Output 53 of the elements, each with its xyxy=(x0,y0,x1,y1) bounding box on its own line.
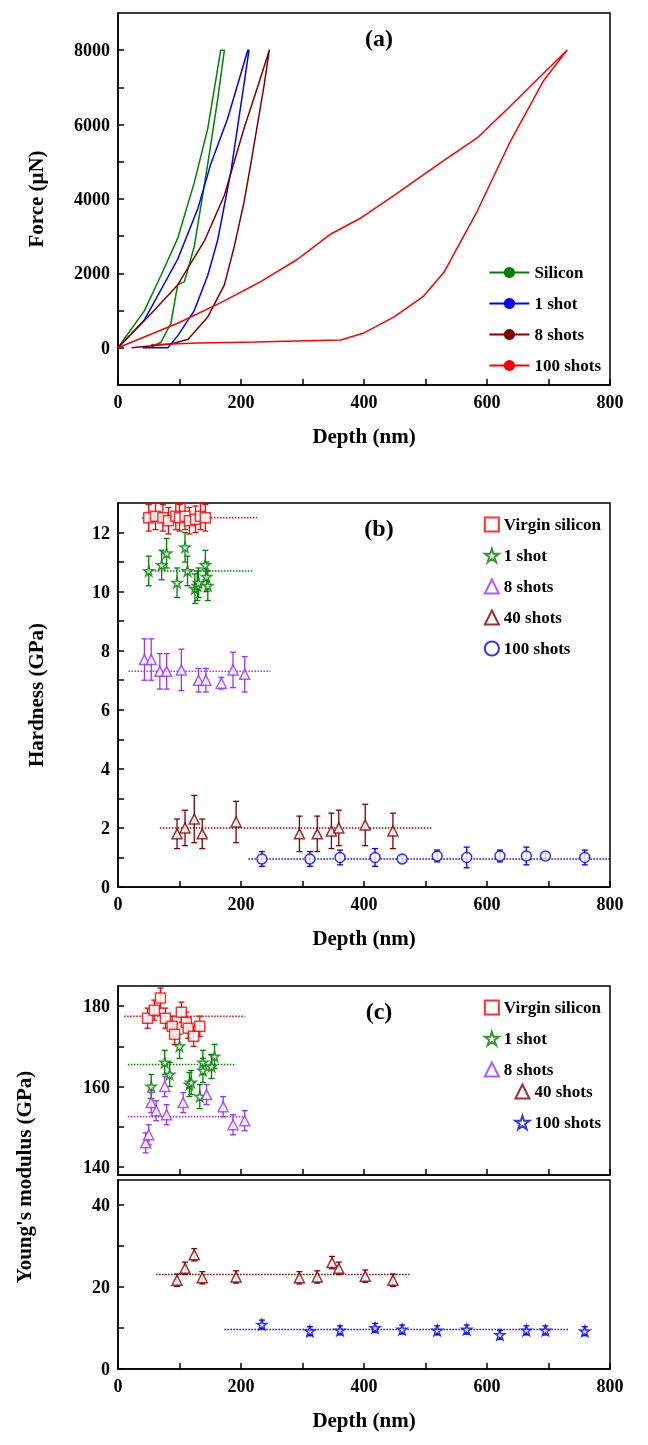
y-tick-label: 140 xyxy=(83,1156,110,1177)
y-tick-label: 0 xyxy=(101,1359,110,1379)
x-tick-label: 200 xyxy=(227,894,255,914)
x-tick-label: 200 xyxy=(227,1376,255,1396)
y-tick-label: 0 xyxy=(101,877,110,897)
legend-label: 40 shots xyxy=(534,1082,593,1101)
x-tick-label: 400 xyxy=(350,1376,378,1396)
y-tick-label: 6 xyxy=(101,699,110,720)
legend-label: Silicon xyxy=(534,263,585,282)
legend-label: 8 shots xyxy=(503,1060,554,1079)
y-tick-label: 2000 xyxy=(74,263,110,284)
y-tick-label: 180 xyxy=(83,996,110,1017)
x-tick-label: 800 xyxy=(596,392,624,412)
x-tick-label: 600 xyxy=(473,392,501,412)
legend-label: 8 shots xyxy=(503,577,554,596)
y-tick-label: 8 xyxy=(101,640,110,661)
legend-label: 100 shots xyxy=(534,356,602,375)
x-axis-title: Depth (nm) xyxy=(312,1407,416,1432)
x-tick-label: 600 xyxy=(473,894,501,914)
y-tick-label: 6000 xyxy=(74,114,110,135)
y-tick-label: 12 xyxy=(92,522,110,543)
y-tick-label: 0 xyxy=(101,337,110,358)
x-axis-title: Depth (nm) xyxy=(312,423,416,448)
text: (b) xyxy=(364,515,394,541)
x-tick-label: 600 xyxy=(473,1376,501,1396)
y-tick-label: 20 xyxy=(92,1276,110,1297)
y-tick-label: 8000 xyxy=(74,40,110,61)
legend-label: 1 shot xyxy=(534,294,578,313)
y-tick-label: 4 xyxy=(101,758,110,779)
text: (c) xyxy=(365,998,393,1024)
x-tick-label: 400 xyxy=(350,392,378,412)
x-tick-label: 800 xyxy=(596,894,624,914)
legend-label: 40 shots xyxy=(503,608,563,627)
legend-label: 8 shots xyxy=(534,325,585,344)
legend-label: 1 shot xyxy=(503,1029,548,1048)
y-axis-title: Hardness (GPa) xyxy=(23,622,48,768)
x-axis-title: Depth (nm) xyxy=(312,925,416,950)
legend-label: 1 shot xyxy=(503,546,548,565)
x-tick-label: 800 xyxy=(596,1376,624,1396)
legend-label: Virgin silicon xyxy=(503,515,602,534)
text: (a) xyxy=(365,25,393,51)
x-tick-label: 200 xyxy=(227,392,255,412)
y-tick-label: 10 xyxy=(92,581,110,602)
y-tick-label: 40 xyxy=(92,1194,110,1215)
y-tick-label: 160 xyxy=(83,1076,110,1097)
x-tick-label: 400 xyxy=(350,894,378,914)
legend-label: 100 shots xyxy=(534,1113,602,1132)
y-axis-title: Young's modulus (GPa) xyxy=(12,1070,36,1284)
y-tick-label: 2 xyxy=(101,817,110,838)
legend-label: 100 shots xyxy=(503,639,571,658)
legend-label: Virgin silicon xyxy=(503,998,602,1017)
y-tick-label: 4000 xyxy=(74,189,110,209)
y-axis-title: Force (μN) xyxy=(23,150,48,248)
